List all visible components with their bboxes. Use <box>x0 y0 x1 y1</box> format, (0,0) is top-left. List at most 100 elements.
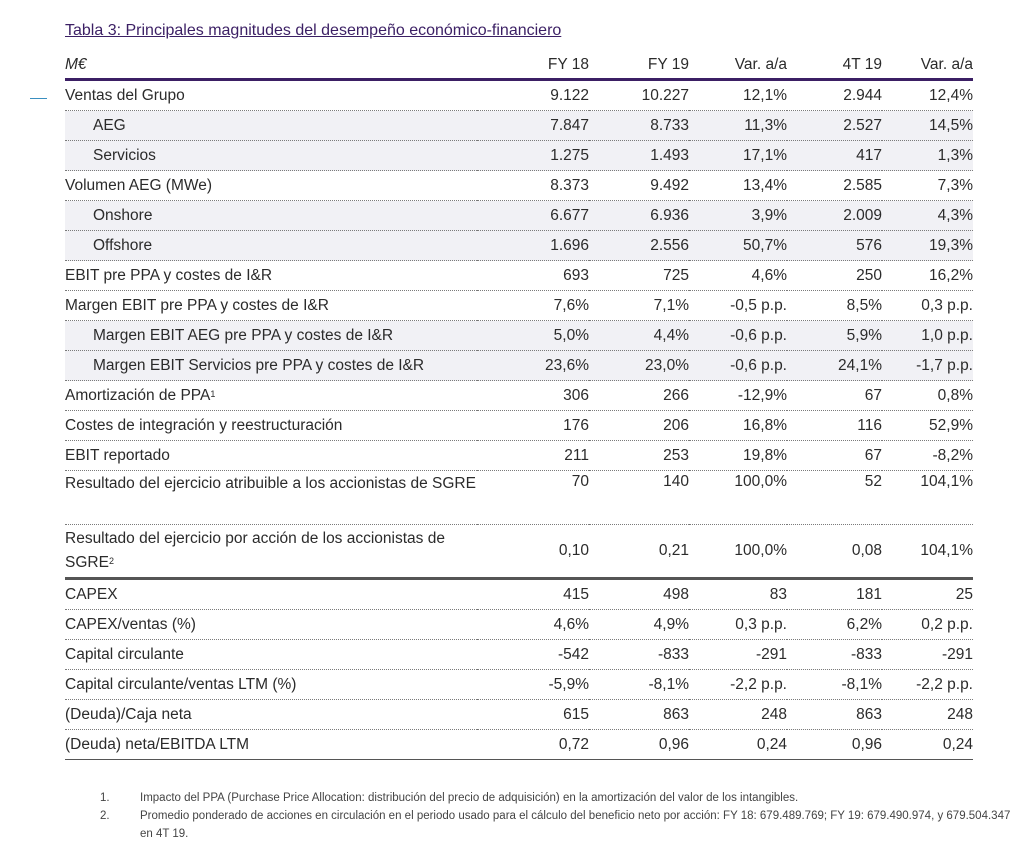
row-label-text: EBIT reportado <box>65 446 170 464</box>
row-label: (Deuda)/Caja neta <box>65 699 477 730</box>
table-cell: 8.733 <box>589 110 689 141</box>
table-cell: 0,24 <box>882 729 973 760</box>
row-label: Margen EBIT pre PPA y costes de I&R <box>65 290 477 321</box>
row-label-text: Amortización de PPA <box>65 386 211 404</box>
row-label-text: Costes de integración y reestructuración <box>65 416 343 434</box>
footnote-ref: 1 <box>210 388 216 399</box>
row-label: Capital circulante/ventas LTM (%) <box>65 669 477 700</box>
table-cell: 24,1% <box>787 350 882 381</box>
table-cell: 12,1% <box>689 79 787 111</box>
row-label: Resultado del ejercicio atribuible a los… <box>65 470 477 525</box>
table-cell: 7.847 <box>477 110 589 141</box>
table-cell: 23,6% <box>477 350 589 381</box>
table-cell: 9.122 <box>477 79 589 111</box>
table-cell: 417 <box>787 140 882 171</box>
table-row: Margen EBIT Servicios pre PPA y costes d… <box>65 350 973 381</box>
row-label: Onshore <box>65 200 477 231</box>
table-cell: 11,3% <box>689 110 787 141</box>
table-cell: 4,3% <box>882 200 973 231</box>
row-label-text: (Deuda)/Caja neta <box>65 705 192 723</box>
table-row: Margen EBIT AEG pre PPA y costes de I&R 5… <box>65 320 973 351</box>
table-row: Onshore 6.677 6.936 3,9% 2.009 4,3% <box>65 200 973 231</box>
row-label-text: Capital circulante/ventas LTM (%) <box>65 675 297 693</box>
table-row: Margen EBIT pre PPA y costes de I&R 7,6% 7… <box>65 290 973 321</box>
table-cell: 206 <box>589 410 689 441</box>
table-cell: 248 <box>689 699 787 730</box>
footnote: 2. Promedio ponderado de acciones en cir… <box>100 807 1020 843</box>
table-cell: 2.556 <box>589 230 689 261</box>
table-cell: 4,4% <box>589 320 689 351</box>
table-cell: 863 <box>589 699 689 730</box>
table-cell: -833 <box>787 639 882 670</box>
table-cell: 104,1% <box>882 470 973 525</box>
footnote-ref: 2 <box>108 556 114 566</box>
table-cell: 2.009 <box>787 200 882 231</box>
table-cell: 19,3% <box>882 230 973 261</box>
table-cell: 100,0% <box>689 470 787 525</box>
table-cell: 248 <box>882 699 973 730</box>
table-cell: 5,0% <box>477 320 589 351</box>
table-cell: 104,1% <box>882 524 973 580</box>
table-cell: 7,1% <box>589 290 689 321</box>
row-label-text: Resultado del ejercicio atribuible a los… <box>65 475 476 492</box>
table-cell: 17,1% <box>689 140 787 171</box>
table-cell: 7,3% <box>882 170 973 201</box>
table-cell: 0,3 p.p. <box>882 290 973 321</box>
table-cell: 1.275 <box>477 140 589 171</box>
table-cell: 13,4% <box>689 170 787 201</box>
row-label-text: Margen EBIT AEG pre PPA y costes de I&R <box>93 326 394 344</box>
row-label-text: Resultado del ejercicio por acción de lo… <box>65 530 445 571</box>
table-cell: 23,0% <box>589 350 689 381</box>
table-row: Ventas del Grupo 9.122 10.227 12,1% 2.944 12,… <box>65 79 973 111</box>
table-cell: -0,5 p.p. <box>689 290 787 321</box>
row-label: Margen EBIT Servicios pre PPA y costes d… <box>65 350 477 381</box>
table-cell: -8,2% <box>882 440 973 471</box>
row-label: Capital circulante <box>65 639 477 670</box>
table-row: Resultado del ejercicio por acción de lo… <box>65 524 973 580</box>
row-label-text: CAPEX <box>65 585 118 603</box>
table-row: Offshore 1.696 2.556 50,7% 576 19,3% <box>65 230 973 261</box>
financial-table: M€ FY 18 FY 19 Var. a/a 4T 19 Var. a/a V… <box>65 51 973 760</box>
table-body: Ventas del Grupo 9.122 10.227 12,1% 2.944 12,… <box>65 79 973 760</box>
table-cell: 2.527 <box>787 110 882 141</box>
table-cell: 116 <box>787 410 882 441</box>
table-cell: 50,7% <box>689 230 787 261</box>
table-row: AEG 7.847 8.733 11,3% 2.527 14,5% <box>65 110 973 141</box>
table-cell: -0,6 p.p. <box>689 350 787 381</box>
table-cell: 1,3% <box>882 140 973 171</box>
footnote-text: Impacto del PPA (Purchase Price Allocati… <box>140 792 799 804</box>
footnote-text: Promedio ponderado de acciones en circul… <box>140 810 1011 840</box>
table-cell: 4,9% <box>589 609 689 640</box>
column-header: Var. a/a <box>689 51 787 81</box>
table-row: Resultado del ejercicio atribuible a los… <box>65 470 973 525</box>
row-label-text: Servicios <box>93 146 156 164</box>
row-label: (Deuda) neta/EBITDA LTM <box>65 729 477 760</box>
table-row: CAPEX/ventas (%) 4,6% 4,9% 0,3 p.p. 6,2% 0,2 … <box>65 609 973 640</box>
row-label: Servicios <box>65 140 477 171</box>
header-row: M€ FY 18 FY 19 Var. a/a 4T 19 Var. a/a <box>65 51 973 81</box>
table-row: (Deuda) neta/EBITDA LTM 0,72 0,96 0,24 0,96 0… <box>65 729 973 760</box>
table-row: Capital circulante -542 -833 -291 -833 -291 <box>65 639 973 670</box>
footnote: 1. Impacto del PPA (Purchase Price Alloc… <box>100 789 1020 807</box>
table-cell: 8,5% <box>787 290 882 321</box>
row-label: EBIT pre PPA y costes de I&R <box>65 260 477 291</box>
table-row: Capital circulante/ventas LTM (%) -5,9% -8… <box>65 669 973 700</box>
table-cell: 0,72 <box>477 729 589 760</box>
table-cell: 415 <box>477 578 589 610</box>
table-cell: 5,9% <box>787 320 882 351</box>
table-cell: -5,9% <box>477 669 589 700</box>
table-cell: 266 <box>589 380 689 411</box>
table-cell: -1,7 p.p. <box>882 350 973 381</box>
table-cell: 306 <box>477 380 589 411</box>
table-cell: 253 <box>589 440 689 471</box>
column-header: 4T 19 <box>787 51 882 81</box>
table-cell: -12,9% <box>689 380 787 411</box>
table-row: EBIT reportado 211 253 19,8% 67 -8,2% <box>65 440 973 471</box>
table-cell: -0,6 p.p. <box>689 320 787 351</box>
table-cell: 0,10 <box>477 524 589 580</box>
table-cell: 14,5% <box>882 110 973 141</box>
table-cell: 3,9% <box>689 200 787 231</box>
row-label-text: Margen EBIT pre PPA y costes de I&R <box>65 296 329 314</box>
row-label: Amortización de PPA1 <box>65 380 477 411</box>
table-cell: 0,8% <box>882 380 973 411</box>
